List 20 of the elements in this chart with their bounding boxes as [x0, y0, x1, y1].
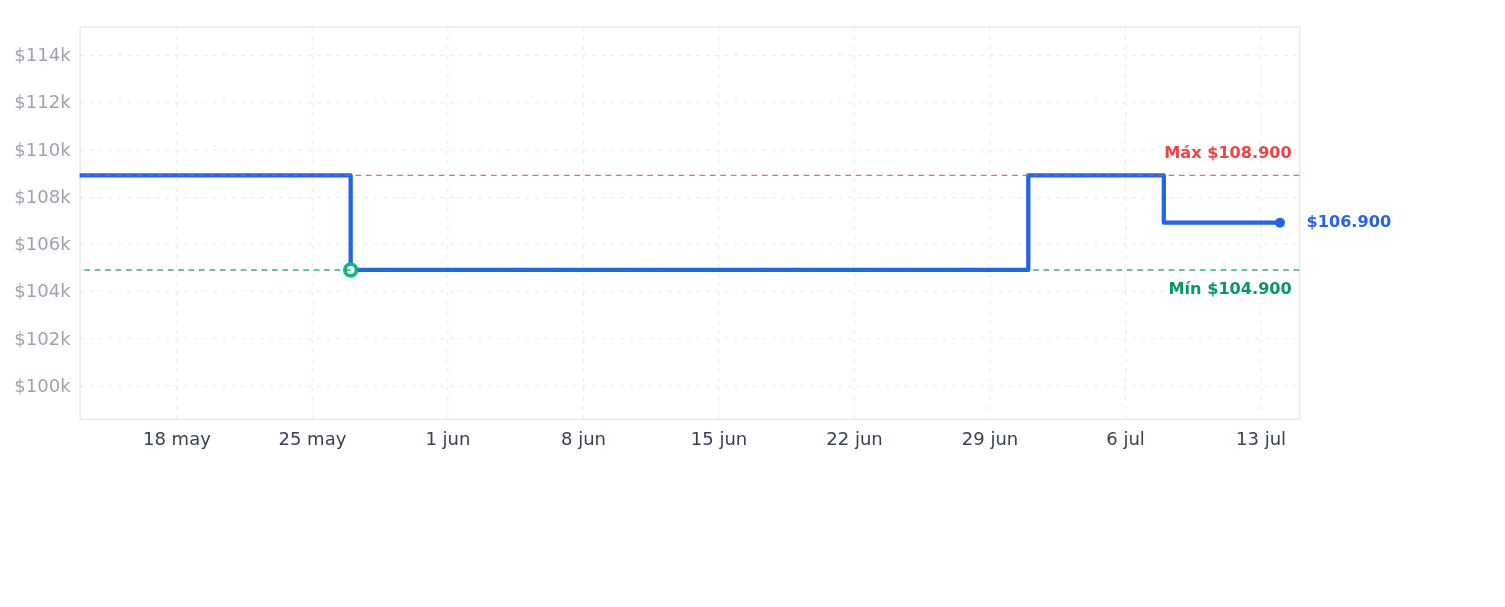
y-tick-label: $102k — [14, 327, 72, 349]
ref-line-label: Mín $104.900 — [1168, 278, 1292, 298]
x-tick-label: 15 jun — [690, 427, 748, 449]
x-tick-label: 8 jun — [560, 427, 606, 449]
x-tick-label: 22 jun — [826, 427, 883, 449]
y-tick-label: $108k — [14, 185, 72, 207]
x-tick-label: 18 may — [142, 427, 212, 449]
x-tick-label: 25 may — [278, 427, 347, 449]
y-tick-label: $104k — [14, 280, 72, 302]
x-tick-label: 13 jul — [1236, 427, 1287, 449]
y-tick-label: $110k — [14, 138, 72, 160]
x-tick-label: 6 jul — [1106, 427, 1145, 449]
annotation: $106.900 — [1306, 212, 1392, 232]
x-tick-label: 1 jun — [425, 427, 471, 449]
y-tick-label: $106k — [14, 233, 72, 255]
x-tick-label: 29 jun — [961, 427, 1019, 449]
ref-line-label: Máx $108.900 — [1164, 143, 1292, 163]
y-tick-label: $112k — [14, 91, 72, 113]
y-tick-label: $114k — [14, 44, 72, 66]
y-tick-label: $100k — [14, 374, 72, 396]
